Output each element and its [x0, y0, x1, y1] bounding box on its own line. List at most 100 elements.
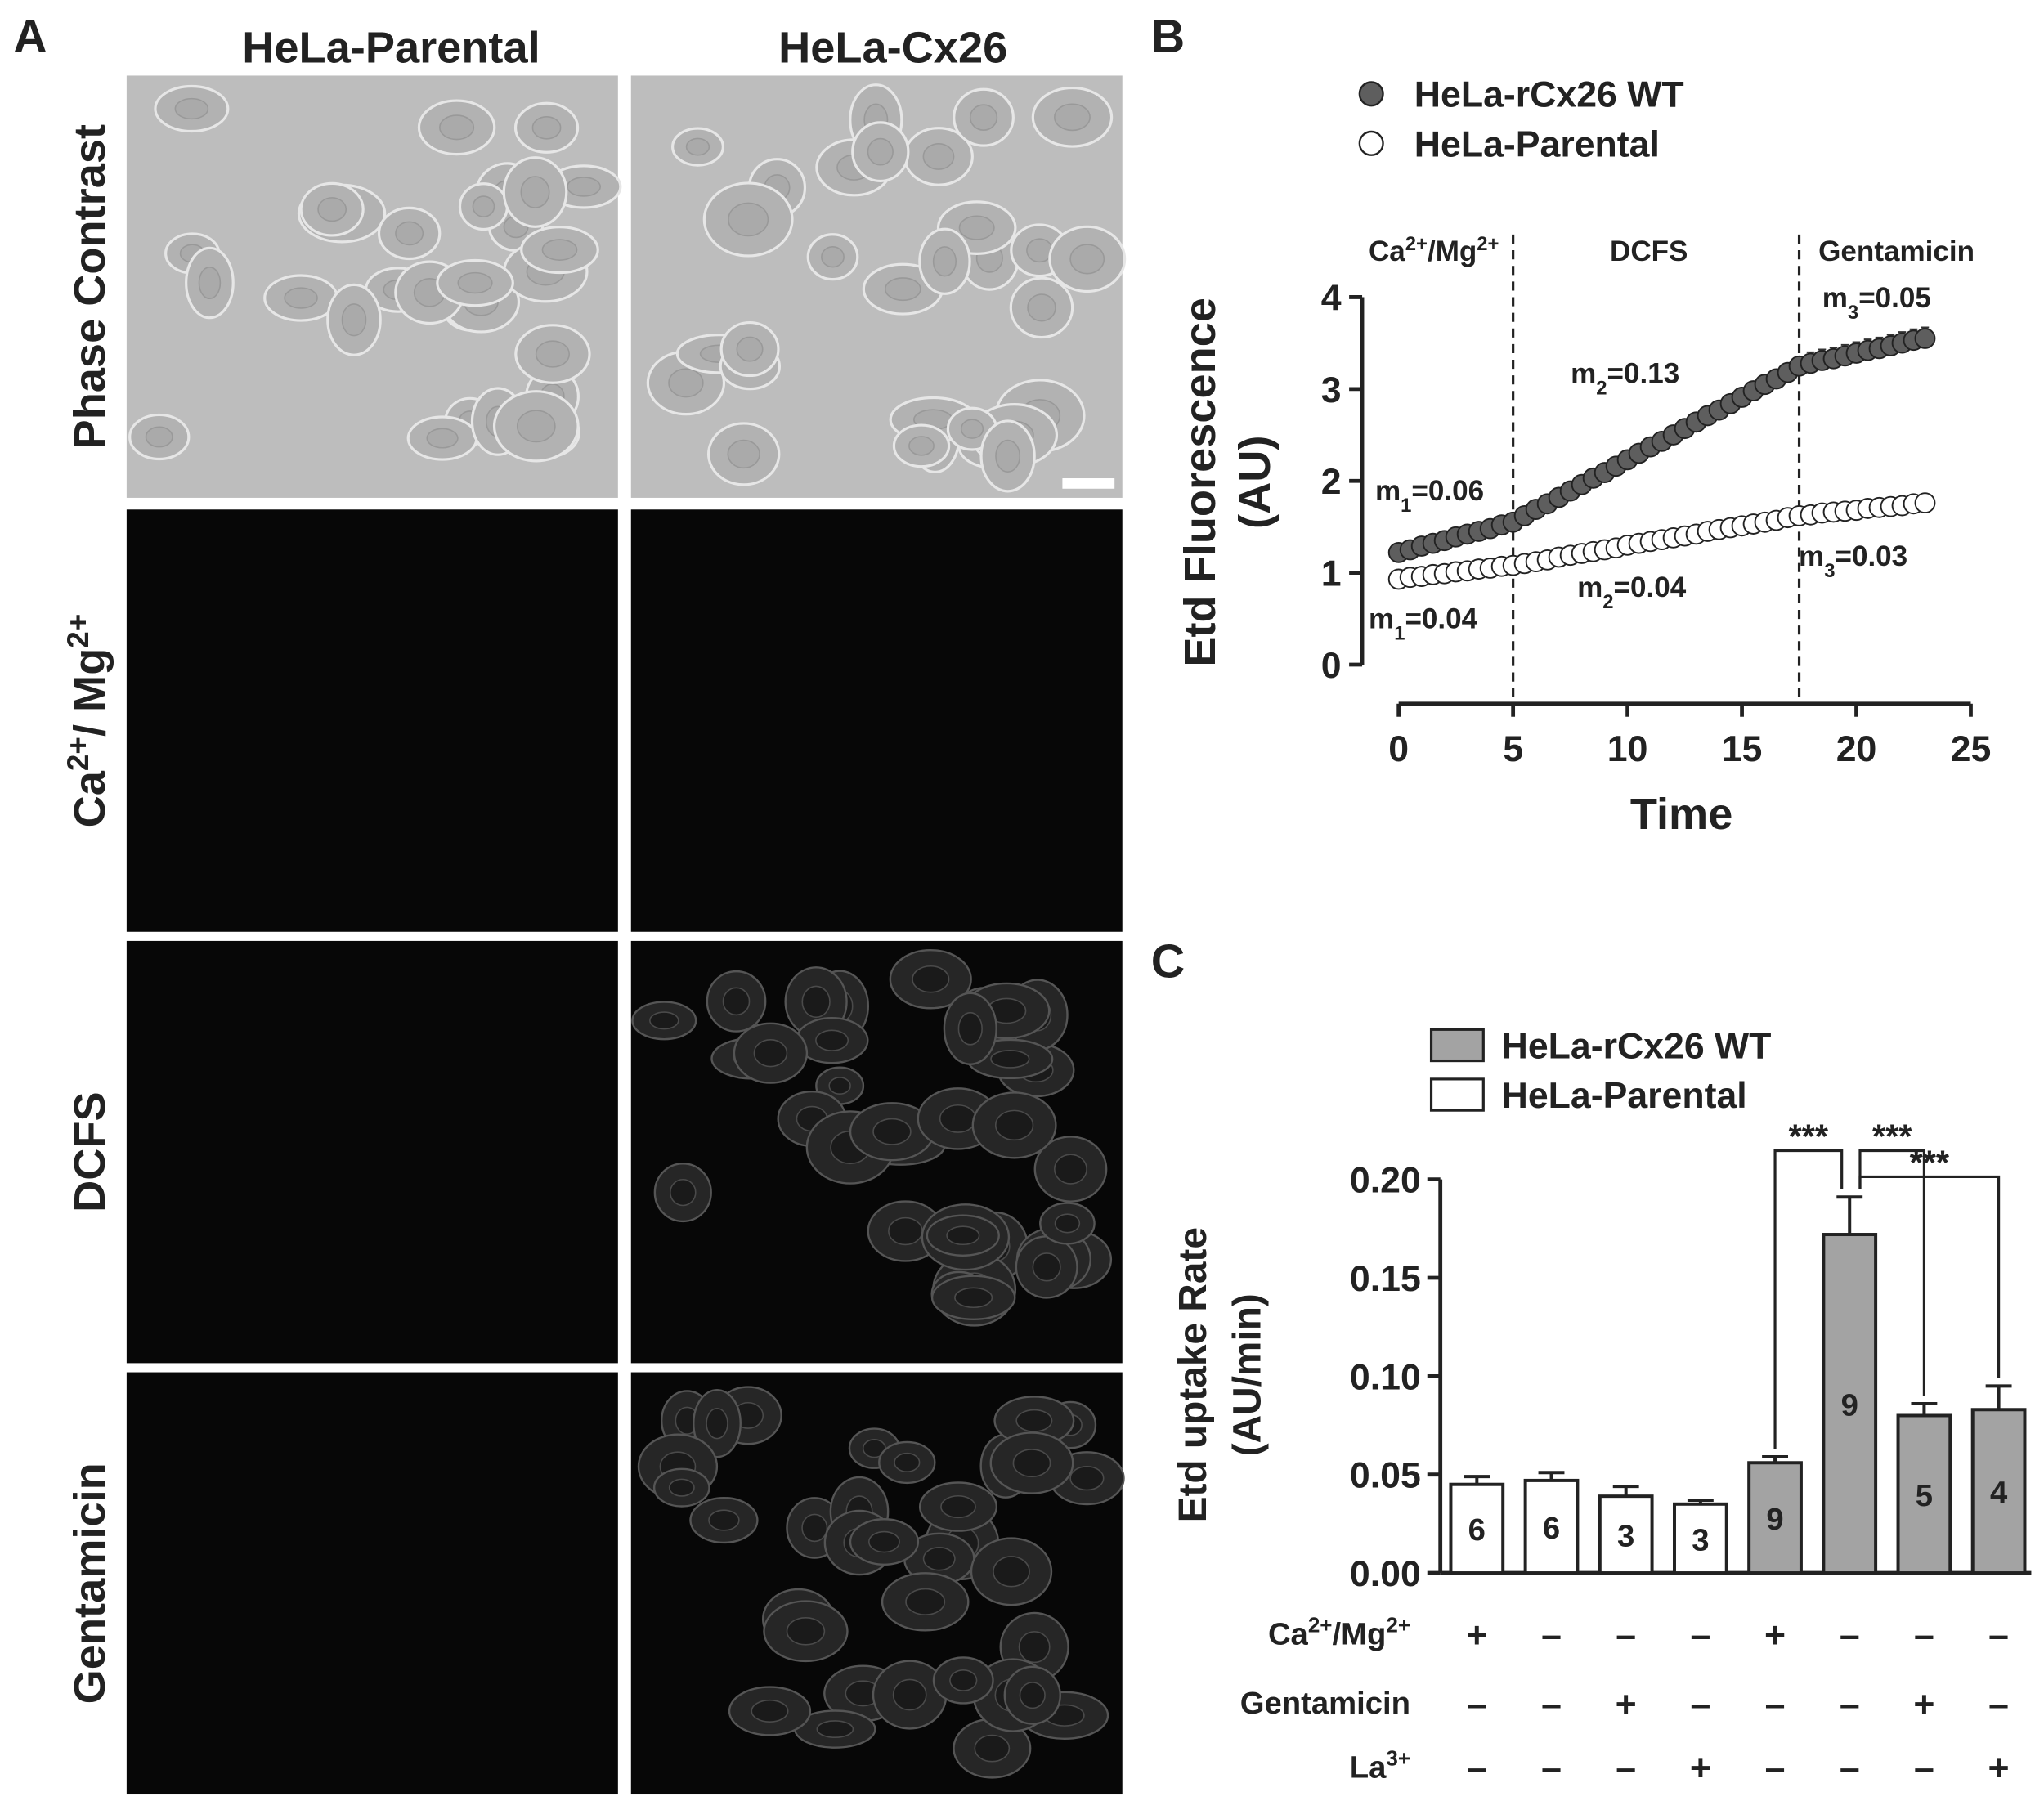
- nucleus: [993, 1556, 1030, 1588]
- significance-bracket: [1858, 1149, 1926, 1396]
- column-header: HeLa-Cx26: [778, 24, 1007, 73]
- nucleus: [1069, 1466, 1105, 1491]
- significance-label: ***: [1789, 1117, 1829, 1155]
- nucleus: [888, 1216, 923, 1246]
- error-bar: [1985, 1384, 2012, 1410]
- y-axis-label: (AU): [1230, 436, 1280, 529]
- nucleus: [884, 277, 921, 302]
- row-label: Gentamicin: [65, 1463, 114, 1704]
- legend-swatch: [1429, 1077, 1485, 1112]
- nucleus: [722, 987, 751, 1016]
- nucleus: [922, 1546, 956, 1571]
- n-label: 4: [1990, 1475, 2008, 1510]
- nucleus: [668, 1478, 695, 1497]
- nucleus: [994, 1109, 1034, 1141]
- condition-mark: –: [1840, 1684, 1860, 1724]
- n-label: 6: [1468, 1512, 1486, 1548]
- y-tick-label: 1: [1321, 554, 1342, 594]
- nucleus: [1019, 1682, 1046, 1709]
- nucleus: [541, 239, 578, 261]
- y-tick-label: 2: [1321, 462, 1342, 502]
- micrograph-background: [126, 940, 618, 1364]
- nucleus: [1015, 1409, 1053, 1432]
- nucleus: [669, 1178, 697, 1207]
- nucleus: [728, 202, 769, 237]
- condition-mark: –: [1840, 1748, 1860, 1788]
- bar: [1598, 1494, 1654, 1575]
- nucleus: [685, 137, 710, 156]
- y-tick-label: 0: [1321, 646, 1342, 686]
- series: [1387, 326, 1936, 563]
- condition-mark: –: [1690, 1615, 1710, 1655]
- phase-label: Gentamicin: [1818, 235, 1975, 267]
- condition-mark: +: [1764, 1615, 1786, 1655]
- n-label: 5: [1916, 1478, 1933, 1513]
- significance-label: ***: [1910, 1143, 1950, 1181]
- y-tick-label: 4: [1321, 278, 1342, 318]
- nucleus: [1018, 1631, 1051, 1664]
- series: [1387, 492, 1936, 590]
- nucleus: [457, 271, 493, 294]
- nucleus: [1054, 103, 1091, 132]
- x-axis-label: Time: [1630, 790, 1733, 839]
- nucleus: [145, 426, 173, 448]
- nucleus: [649, 1011, 679, 1030]
- nucleus: [821, 246, 845, 268]
- condition-mark: –: [1541, 1684, 1562, 1724]
- condition-mark: –: [1616, 1615, 1636, 1655]
- x-tick-label: 5: [1503, 729, 1523, 769]
- legend-label: HeLa-rCx26 WT: [1502, 1026, 1772, 1066]
- condition-mark: +: [1690, 1748, 1711, 1788]
- nucleus: [395, 221, 424, 246]
- slope-annotation: m1=0.06: [1375, 475, 1484, 517]
- nucleus: [922, 143, 955, 170]
- nucleus: [736, 336, 764, 362]
- nucleus: [960, 419, 984, 439]
- condition-mark: –: [1765, 1684, 1786, 1724]
- nucleus: [439, 114, 475, 141]
- condition-mark: –: [1616, 1748, 1636, 1788]
- nucleus: [426, 428, 459, 449]
- error-bar: [1612, 1485, 1639, 1497]
- micrograph: [126, 940, 618, 1364]
- row-label: Phase Contrast: [65, 124, 114, 450]
- slope-annotation: m2=0.13: [1571, 358, 1679, 399]
- y-tick-label: 0.10: [1350, 1357, 1421, 1397]
- y-tick-label: 0.15: [1350, 1259, 1421, 1299]
- nucleus: [786, 1616, 826, 1646]
- bar: [1747, 1461, 1803, 1575]
- panel-letter: B: [1151, 11, 1185, 63]
- slope-annotation: m3=0.03: [1799, 540, 1907, 582]
- n-label: 3: [1692, 1522, 1709, 1557]
- nucleus: [198, 266, 222, 300]
- nucleus: [1054, 1154, 1087, 1185]
- nucleus: [815, 1029, 849, 1051]
- micrograph: [630, 940, 1123, 1364]
- panel-letter: A: [13, 11, 47, 63]
- data-point: [1914, 328, 1936, 349]
- nucleus: [828, 1077, 851, 1095]
- panel-letter: C: [1151, 936, 1185, 988]
- micrograph-background: [126, 509, 618, 932]
- nucleus: [727, 439, 760, 469]
- nucleus: [1069, 244, 1105, 275]
- x-tick-label: 10: [1607, 729, 1648, 769]
- nucleus: [905, 1588, 946, 1615]
- legend-marker: [1358, 81, 1384, 107]
- nucleus: [867, 1530, 900, 1553]
- condition-mark: –: [1690, 1684, 1710, 1724]
- x-tick-label: 25: [1951, 729, 1992, 769]
- nucleus: [892, 1678, 927, 1711]
- condition-label: Gentamicin: [1240, 1686, 1410, 1721]
- nucleus: [940, 1494, 976, 1519]
- legend-label: HeLa-Parental: [1502, 1076, 1747, 1116]
- micrograph-background: [630, 509, 1123, 932]
- nucleus: [801, 985, 831, 1019]
- legend-marker: [1358, 130, 1384, 156]
- y-tick-label: 0.05: [1350, 1456, 1421, 1496]
- condition-mark: +: [1988, 1748, 2010, 1788]
- nucleus: [969, 104, 998, 131]
- nucleus: [520, 176, 550, 208]
- nucleus: [531, 115, 562, 140]
